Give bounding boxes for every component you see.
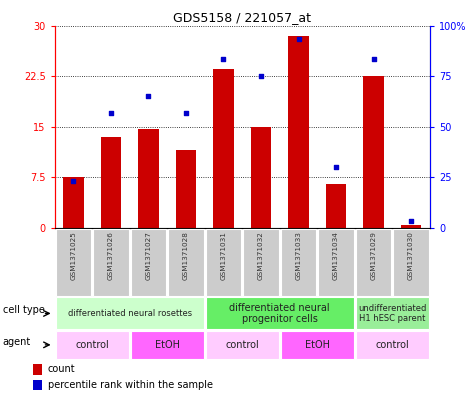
Point — [332, 164, 340, 171]
FancyBboxPatch shape — [356, 331, 429, 359]
FancyBboxPatch shape — [356, 298, 429, 329]
Text: control: control — [225, 340, 259, 350]
Bar — [363, 76, 384, 228]
Text: EtOH: EtOH — [305, 340, 330, 350]
Bar — [138, 129, 159, 228]
Bar — [288, 36, 309, 228]
FancyBboxPatch shape — [131, 331, 204, 359]
Bar — [251, 127, 271, 228]
Text: GSM1371030: GSM1371030 — [408, 231, 414, 279]
Bar — [101, 137, 121, 228]
Point — [219, 56, 227, 62]
FancyBboxPatch shape — [281, 331, 354, 359]
Text: control: control — [75, 340, 109, 350]
Text: GSM1371034: GSM1371034 — [333, 231, 339, 279]
FancyBboxPatch shape — [393, 229, 429, 296]
Point — [407, 218, 415, 224]
FancyBboxPatch shape — [131, 229, 166, 296]
FancyBboxPatch shape — [206, 331, 279, 359]
Text: agent: agent — [3, 337, 31, 347]
Bar — [401, 224, 421, 228]
Text: control: control — [375, 340, 409, 350]
Point — [294, 36, 302, 42]
Text: undifferentiated
H1 hESC parent: undifferentiated H1 hESC parent — [358, 304, 427, 323]
FancyBboxPatch shape — [243, 229, 279, 296]
Point — [69, 178, 77, 184]
Point — [144, 93, 152, 99]
Point — [257, 73, 265, 79]
Text: GSM1371028: GSM1371028 — [183, 231, 189, 279]
FancyBboxPatch shape — [356, 229, 391, 296]
Title: GDS5158 / 221057_at: GDS5158 / 221057_at — [173, 11, 311, 24]
Text: cell type: cell type — [3, 305, 45, 315]
Text: differentiated neural
progenitor cells: differentiated neural progenitor cells — [229, 303, 330, 324]
Bar — [213, 70, 234, 228]
FancyBboxPatch shape — [206, 229, 241, 296]
Point — [182, 110, 190, 116]
Text: GSM1371029: GSM1371029 — [370, 231, 377, 279]
Text: percentile rank within the sample: percentile rank within the sample — [48, 380, 212, 390]
FancyBboxPatch shape — [206, 298, 354, 329]
Point — [107, 110, 115, 116]
Text: GSM1371025: GSM1371025 — [70, 231, 76, 279]
Bar — [176, 151, 196, 228]
FancyBboxPatch shape — [56, 229, 91, 296]
Text: GSM1371027: GSM1371027 — [145, 231, 152, 279]
FancyBboxPatch shape — [318, 229, 354, 296]
FancyBboxPatch shape — [168, 229, 204, 296]
Bar — [33, 364, 42, 375]
Text: differentiated neural rosettes: differentiated neural rosettes — [67, 309, 192, 318]
Bar — [326, 184, 346, 228]
Text: EtOH: EtOH — [155, 340, 180, 350]
Bar — [63, 177, 84, 228]
Text: GSM1371032: GSM1371032 — [258, 231, 264, 279]
FancyBboxPatch shape — [281, 229, 316, 296]
Text: GSM1371031: GSM1371031 — [220, 231, 227, 279]
Text: GSM1371026: GSM1371026 — [108, 231, 114, 279]
Point — [370, 56, 377, 62]
FancyBboxPatch shape — [93, 229, 129, 296]
Bar — [33, 380, 42, 390]
Text: GSM1371033: GSM1371033 — [295, 231, 302, 279]
FancyBboxPatch shape — [56, 298, 204, 329]
Text: count: count — [48, 364, 75, 374]
FancyBboxPatch shape — [56, 331, 129, 359]
